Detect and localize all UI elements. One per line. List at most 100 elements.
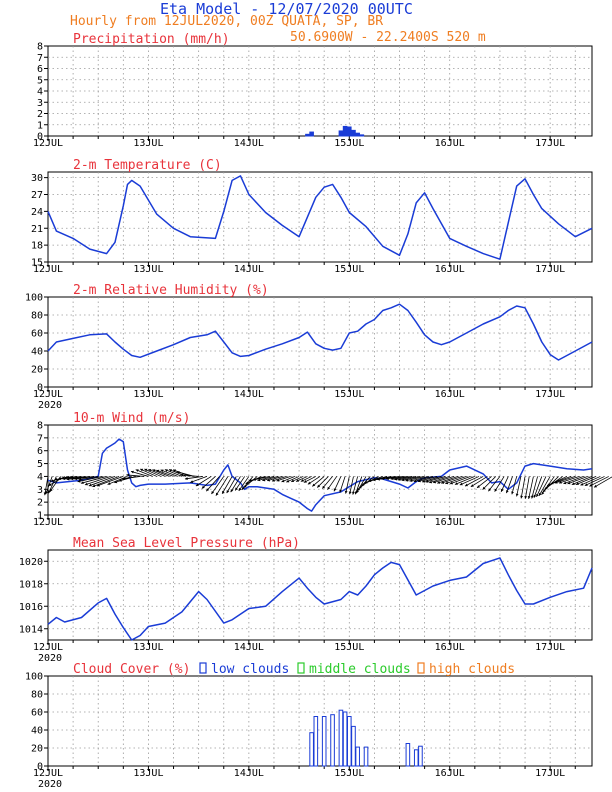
x-tick-label: 16JUL	[435, 264, 465, 275]
x-tick-label: 12JUL	[33, 642, 63, 653]
wind-barb	[488, 476, 501, 492]
x-tick-label: 13JUL	[133, 642, 163, 653]
wind-barb-head	[276, 478, 280, 482]
y-tick-label: 20	[31, 744, 43, 755]
wind-barb	[441, 476, 463, 484]
x-tick-label: 17JUL	[535, 642, 565, 653]
wind-barb-head	[533, 494, 537, 498]
x-tick-label: 15JUL	[334, 138, 364, 149]
wind-barb	[533, 476, 543, 498]
wind-barb-head	[74, 477, 78, 481]
series-line	[47, 175, 593, 260]
wind-barb-head	[195, 483, 199, 486]
wind-barb-head	[433, 480, 437, 484]
wind-barb-head	[567, 481, 571, 485]
wind-barb	[593, 476, 612, 488]
wind-barb	[180, 474, 199, 477]
y-tick-label: 80	[31, 311, 43, 322]
wind-barb-head	[550, 481, 554, 485]
wind-barb-head	[352, 491, 355, 495]
x-tick-label: 16JUL	[435, 138, 465, 149]
wind-barb	[500, 476, 509, 493]
wind-barb-head	[77, 479, 81, 483]
panel-title: 10-m Wind (m/s)	[73, 411, 190, 426]
y-tick-label: 1020	[19, 557, 43, 568]
y-tick-label: 100	[25, 293, 43, 304]
wind-barb	[122, 476, 141, 480]
wind-barb-head	[80, 481, 84, 485]
y-tick-label: 60	[31, 708, 43, 719]
wind-barb	[80, 476, 107, 484]
wind-barb-head	[281, 479, 285, 483]
wind-barb	[78, 476, 99, 481]
wind-barb	[433, 476, 455, 484]
wind-barb	[345, 476, 350, 494]
wind-barb-head	[482, 486, 486, 490]
wind-barb	[405, 476, 425, 482]
bar	[305, 133, 310, 137]
wind-barb-head	[348, 491, 352, 495]
wind-barb	[201, 476, 216, 489]
wind-barb-head	[450, 481, 453, 485]
panel-frame	[47, 549, 593, 641]
wind-barb-head	[206, 488, 210, 492]
wind-barb-head	[465, 483, 469, 487]
x-tick-label: 15JUL	[334, 768, 364, 779]
wind-barb-head	[584, 483, 588, 486]
wind-barb	[506, 476, 513, 494]
wind-barb	[429, 476, 450, 484]
y-tick-label: 2	[37, 498, 43, 509]
wind-barb-head	[422, 479, 426, 483]
wind-barb-head	[238, 487, 242, 491]
wind-barb-head	[441, 481, 445, 484]
wind-barb-head	[397, 478, 401, 481]
wind-barb	[425, 476, 446, 483]
panel-mslp: 1014 1016 1018 1020 12JUL 13JUL 14JUL 15JUL 16JU…	[19, 536, 593, 664]
wind-barb	[234, 476, 246, 491]
wind-barb-head	[184, 477, 188, 480]
wind-barb	[164, 469, 183, 477]
wind-barb-head	[554, 480, 558, 484]
wind-barb	[584, 476, 605, 487]
wind-barb-head	[563, 481, 567, 485]
wind-barb-head	[160, 469, 164, 473]
bar	[351, 129, 356, 137]
wind-barb-head	[243, 484, 247, 488]
y-tick-label: 3	[37, 485, 43, 496]
wind-barb	[140, 468, 157, 477]
y-tick-label: 27	[31, 190, 43, 201]
wind-barb-head	[291, 479, 295, 483]
wind-barb-head	[49, 488, 53, 492]
wind-barb-head	[211, 491, 215, 495]
wind-barb-head	[180, 473, 184, 477]
wind-barb-head	[253, 478, 256, 481]
wind-barb-head	[226, 490, 230, 494]
panel-title: 2-m Temperature (C)	[73, 158, 222, 173]
wind-barb	[215, 476, 229, 496]
panel-frame	[47, 675, 593, 767]
wind-barb	[470, 476, 488, 488]
wind-barb	[230, 476, 241, 493]
wind-barb-head	[176, 470, 180, 474]
wind-barb	[476, 476, 492, 489]
wind-barb-head	[401, 478, 405, 482]
legend-label: middle clouds	[309, 662, 411, 677]
wind-barb	[252, 476, 270, 481]
wind-barb	[494, 476, 505, 492]
wind-barb-head	[257, 478, 261, 482]
wind-barb-head	[364, 480, 368, 484]
wind-barb-head	[511, 491, 514, 495]
wind-barb	[482, 476, 497, 490]
wind-barb	[88, 476, 116, 487]
wind-barbs	[43, 468, 612, 500]
wind-barb-head	[377, 477, 380, 481]
bar	[359, 134, 365, 137]
wind-barb	[445, 476, 467, 485]
bar	[346, 126, 352, 137]
y-tick-label: 1018	[19, 579, 43, 590]
wind-barb-head	[368, 479, 372, 483]
wind-barb-head	[417, 479, 421, 483]
wind-barb	[563, 476, 584, 485]
wind-barb	[520, 476, 526, 499]
